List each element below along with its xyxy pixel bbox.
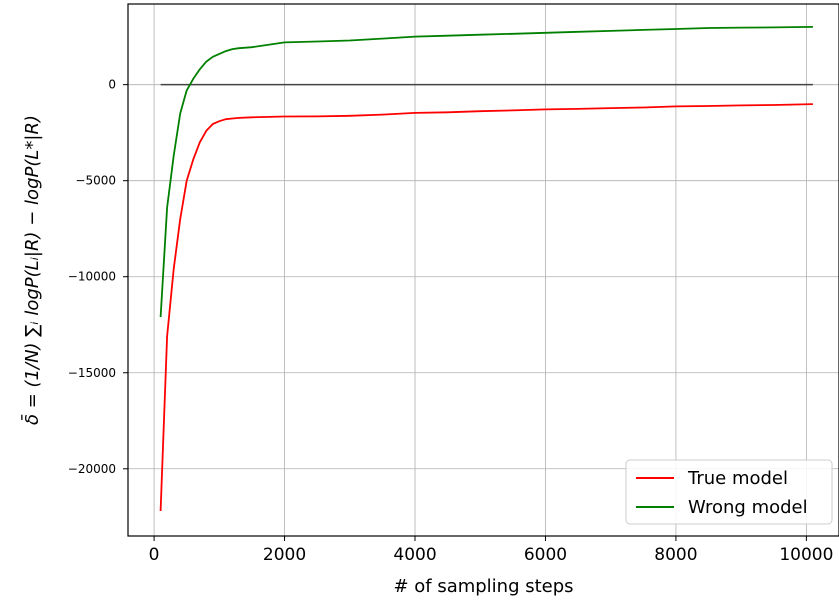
y-axis-label: δ̄ = (1/N) ∑ᵢ logP(Lᵢ|R) − logP(L*|R) <box>21 115 43 425</box>
legend-label-true-model: True model <box>687 468 788 489</box>
y-axis-ticks: 0 −5000 −10000 −15000 −20000 <box>68 78 128 476</box>
y-tick-label: −5000 <box>75 174 116 188</box>
x-axis-label: # of sampling steps <box>393 576 573 597</box>
grid <box>128 4 839 536</box>
legend-label-wrong-model: Wrong model <box>688 497 808 518</box>
plot-frame <box>127 3 839 537</box>
x-tick-label: 2000 <box>263 545 306 565</box>
x-tick-label: 0 <box>149 545 160 565</box>
series-line-wrong-model <box>159 26 813 318</box>
x-tick-label: 6000 <box>524 545 567 565</box>
y-tick-label: 0 <box>108 78 116 92</box>
series-layer <box>159 26 813 512</box>
y-tick-label: −15000 <box>68 366 116 380</box>
x-tick-label: 10000 <box>779 545 833 565</box>
x-axis-ticks: 0 2000 4000 6000 8000 10000 <box>149 536 833 565</box>
x-tick-label: 8000 <box>654 545 697 565</box>
legend-box <box>625 459 833 525</box>
y-tick-label: −20000 <box>68 462 116 476</box>
legend: True model Wrong model <box>625 459 833 525</box>
series-line-true-model <box>159 103 813 512</box>
y-axis-label-text: δ̄ = (1/N) ∑ᵢ logP(Lᵢ|R) − logP(L*|R) <box>21 115 43 425</box>
x-tick-label: 4000 <box>393 545 436 565</box>
y-tick-label: −10000 <box>68 270 116 284</box>
